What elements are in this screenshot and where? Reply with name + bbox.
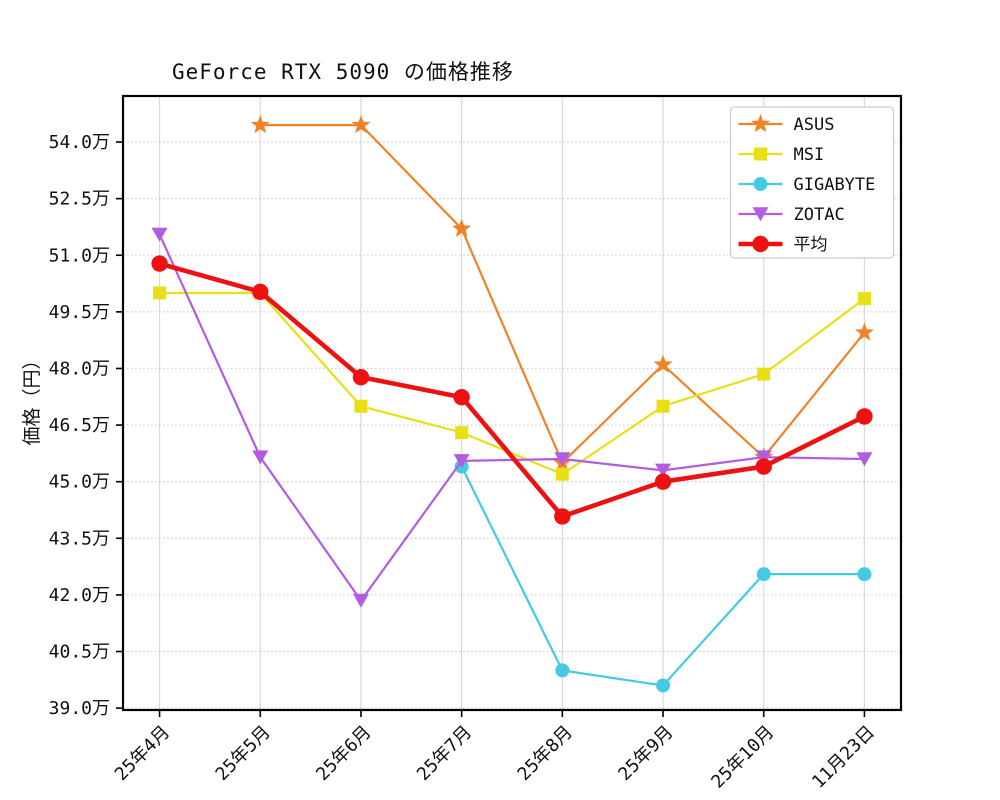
series-GIGABYTE xyxy=(454,459,872,693)
legend-item-ASUS: ASUS xyxy=(738,114,835,135)
svg-text:52.5万: 52.5万 xyxy=(49,189,110,210)
svg-text:ZOTAC: ZOTAC xyxy=(794,205,845,225)
svg-text:25年5月: 25年5月 xyxy=(211,722,274,785)
legend-item-平均: 平均 xyxy=(738,235,828,255)
svg-text:25年10月: 25年10月 xyxy=(707,722,778,793)
svg-text:54.0万: 54.0万 xyxy=(49,132,110,153)
svg-text:40.5万: 40.5万 xyxy=(49,642,110,663)
svg-text:MSI: MSI xyxy=(794,145,825,165)
svg-text:43.5万: 43.5万 xyxy=(49,528,110,549)
svg-text:ASUS: ASUS xyxy=(794,115,835,135)
chart-title: GeForce RTX 5090 の価格推移 xyxy=(172,60,514,84)
svg-text:11月23日: 11月23日 xyxy=(808,722,879,793)
legend-item-MSI: MSI xyxy=(738,145,825,165)
svg-text:25年4月: 25年4月 xyxy=(111,722,174,785)
axes-frame xyxy=(121,94,903,712)
svg-text:25年7月: 25年7月 xyxy=(413,722,476,785)
legend-item-GIGABYTE: GIGABYTE xyxy=(738,175,876,195)
svg-text:GIGABYTE: GIGABYTE xyxy=(794,175,876,195)
svg-text:45.0万: 45.0万 xyxy=(49,472,110,493)
x-tick-labels: 25年4月 25年5月 25年6月 25年7月 25年8月 25年9月 25年10月 11月2… xyxy=(111,722,879,793)
svg-text:平均: 平均 xyxy=(794,235,828,255)
y-tick-labels: 39.0万 40.5万 42.0万 43.5万 45.0万 46.5万 48.0万 49.5万… xyxy=(49,132,110,719)
legend: ASUS MSI GIGABYTE ZOTAC 平均 xyxy=(729,106,895,259)
svg-text:42.0万: 42.0万 xyxy=(49,585,110,606)
svg-text:46.5万: 46.5万 xyxy=(49,415,110,436)
series-平均 xyxy=(151,255,873,525)
svg-text:39.0万: 39.0万 xyxy=(49,698,110,719)
x-ticks xyxy=(158,710,866,717)
legend-item-ZOTAC: ZOTAC xyxy=(738,205,845,225)
svg-text:48.0万: 48.0万 xyxy=(49,358,110,379)
svg-text:49.5万: 49.5万 xyxy=(49,302,110,323)
svg-text:25年6月: 25年6月 xyxy=(312,722,375,785)
svg-text:51.0万: 51.0万 xyxy=(49,245,110,266)
svg-text:25年9月: 25年9月 xyxy=(614,722,677,785)
y-ticks xyxy=(116,141,123,709)
svg-text:25年8月: 25年8月 xyxy=(514,722,577,785)
